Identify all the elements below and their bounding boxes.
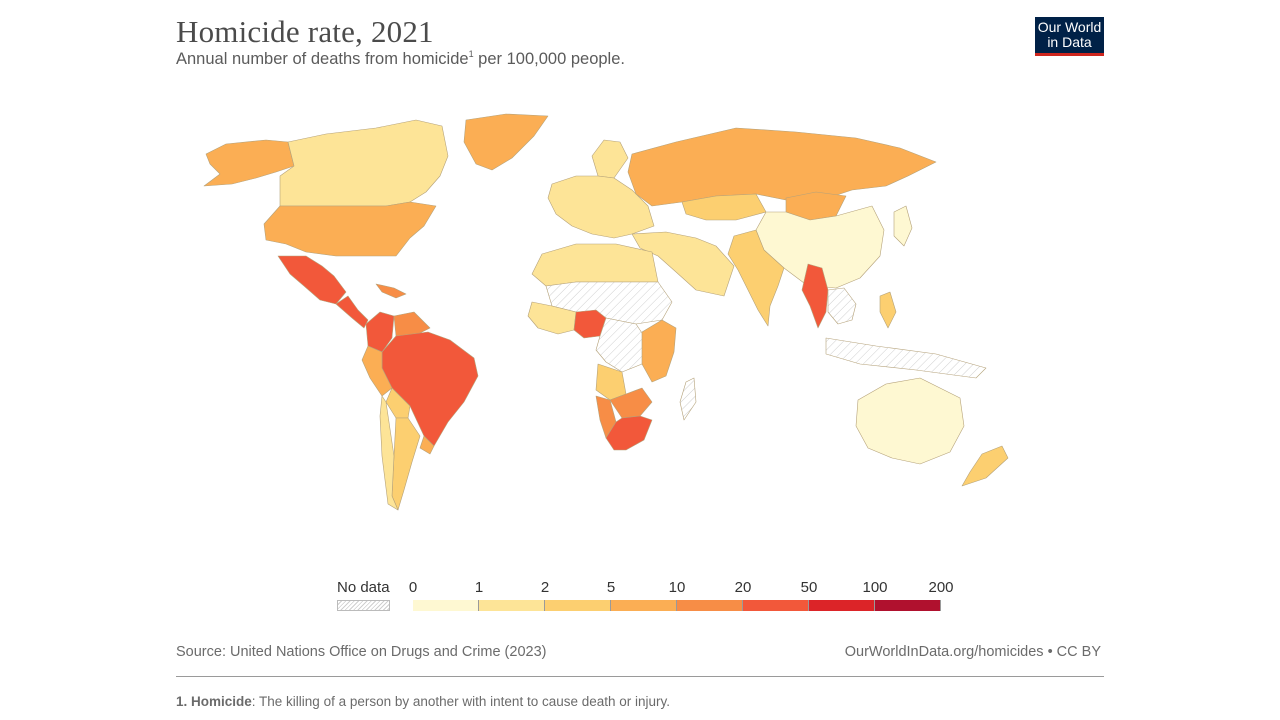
region-india[interactable]: [727, 229, 785, 327]
region-kazakhstan[interactable]: [681, 193, 767, 221]
region-southeast-asia: [827, 287, 857, 325]
region-europe[interactable]: [547, 175, 655, 239]
legend-tick-label: 200: [928, 579, 954, 596]
legend-bin-2-5[interactable]: [545, 600, 611, 611]
region-canada[interactable]: [279, 119, 449, 207]
legend-bin-0-1[interactable]: [413, 600, 479, 611]
logo-line-2: in Data: [1047, 34, 1092, 50]
region-russia[interactable]: [627, 127, 937, 207]
region-central-america[interactable]: [335, 295, 369, 329]
map-legend: No data 0 1 2 5 10 20 50 100 200: [330, 576, 970, 616]
region-central-africa[interactable]: [595, 317, 649, 373]
region-united-states[interactable]: [263, 201, 437, 257]
legend-tick-label: 1: [474, 579, 484, 596]
legend-bin-1-2[interactable]: [479, 600, 545, 611]
region-greenland[interactable]: [463, 113, 549, 171]
chart-subtitle: Annual number of deaths from homicide1 p…: [176, 49, 625, 68]
region-alaska[interactable]: [203, 139, 295, 187]
region-chile[interactable]: [379, 395, 399, 511]
region-madagascar[interactable]: [679, 377, 697, 421]
legend-tick-label: 100: [862, 579, 888, 596]
region-indonesia[interactable]: [825, 337, 987, 379]
region-caribbean[interactable]: [375, 283, 407, 299]
region-argentina[interactable]: [391, 417, 421, 511]
footnote-ref[interactable]: 1: [468, 49, 474, 59]
legend-tick-label: 50: [800, 579, 818, 596]
region-myanmar[interactable]: [801, 263, 829, 329]
legend-bin-5-10[interactable]: [611, 600, 677, 611]
legend-tick-label: 20: [734, 579, 752, 596]
region-mexico[interactable]: [277, 255, 347, 305]
region-peru[interactable]: [361, 345, 393, 397]
legend-bin-10-20[interactable]: [677, 600, 743, 611]
logo-line-1: Our World: [1037, 19, 1102, 35]
region-venezuela[interactable]: [393, 311, 431, 337]
region-uruguay[interactable]: [419, 435, 435, 455]
footnote: 1. Homicide: The killing of a person by …: [176, 694, 671, 709]
region-japan[interactable]: [893, 205, 913, 247]
region-australia[interactable]: [855, 377, 965, 465]
legend-bin-20-50[interactable]: [743, 600, 809, 611]
legend-bin-100-200[interactable]: [875, 600, 941, 611]
region-north-africa[interactable]: [531, 243, 659, 287]
world-map[interactable]: [196, 106, 1056, 516]
legend-tick-label: 0: [408, 579, 418, 596]
legend-bin-50-100[interactable]: [809, 600, 875, 611]
legend-tick-label: 2: [540, 579, 550, 596]
legend-color-bins: [413, 600, 941, 611]
source-note: Source: United Nations Office on Drugs a…: [176, 644, 547, 660]
region-south-africa[interactable]: [605, 415, 653, 451]
source-link[interactable]: OurWorldInData.org/homicides • CC BY: [844, 644, 1101, 660]
legend-tick-label: 5: [606, 579, 616, 596]
legend-no-data-swatch[interactable]: [337, 600, 390, 611]
footer-divider: [176, 676, 1104, 677]
region-philippines[interactable]: [879, 291, 897, 329]
region-scandinavia[interactable]: [591, 139, 629, 179]
region-east-africa[interactable]: [641, 319, 677, 383]
owid-logo[interactable]: Our World in Data: [1035, 17, 1104, 56]
region-new-zealand[interactable]: [961, 445, 1009, 487]
legend-no-data-label: No data: [337, 579, 390, 596]
region-west-africa[interactable]: [527, 301, 577, 335]
chart-title: Homicide rate, 2021: [176, 14, 434, 49]
legend-tick-label: 10: [668, 579, 686, 596]
